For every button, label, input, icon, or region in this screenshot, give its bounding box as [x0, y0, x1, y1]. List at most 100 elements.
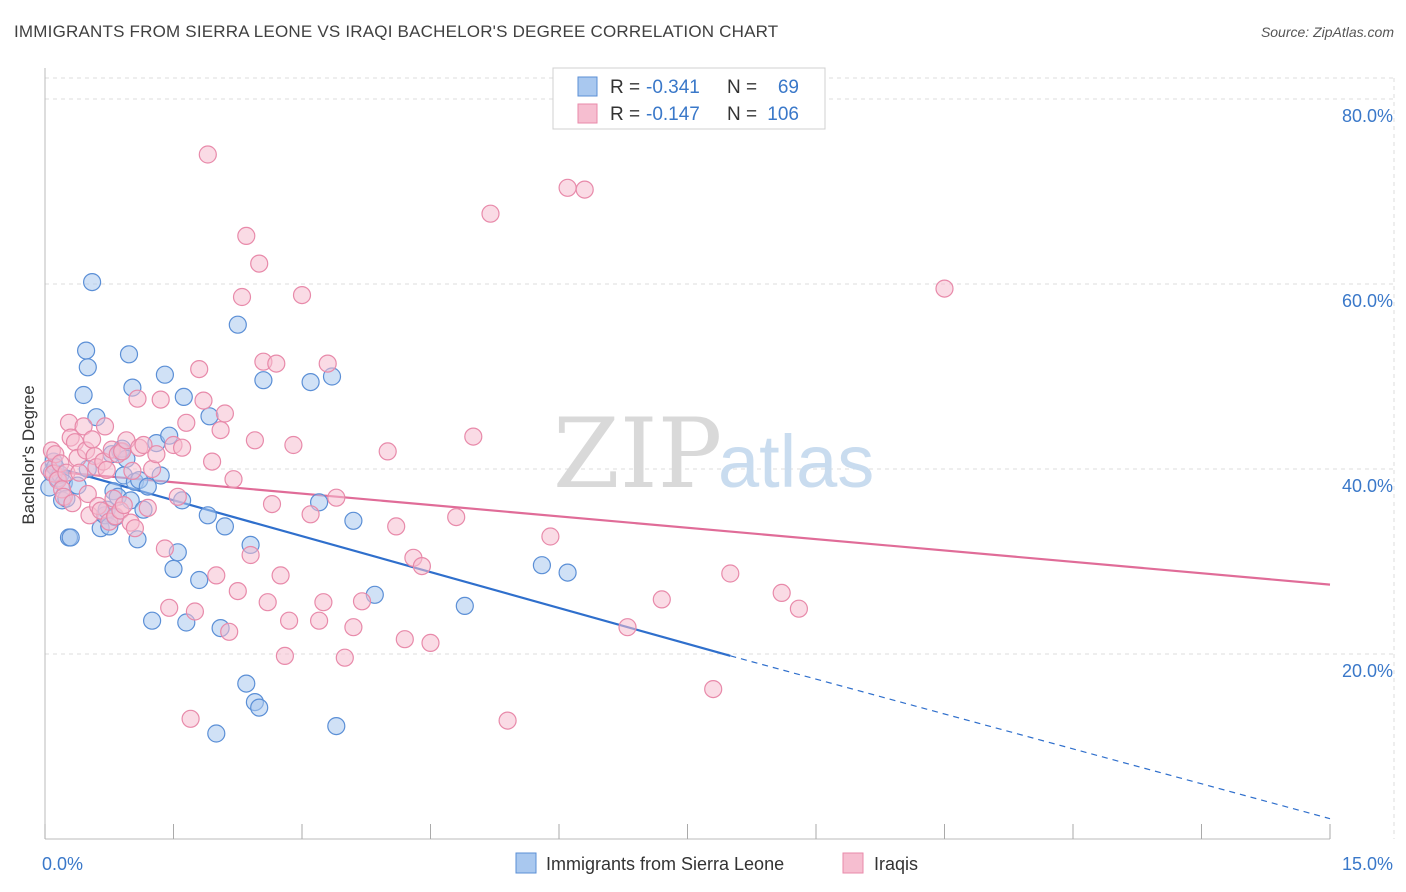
data-point: [310, 611, 329, 630]
legend-r-label: R =: [610, 104, 640, 125]
data-point: [164, 559, 183, 579]
data-point: [258, 593, 277, 612]
series-swatch-pink: [842, 852, 864, 874]
data-point: [421, 633, 440, 653]
data-point: [181, 709, 200, 728]
data-point: [335, 648, 354, 667]
data-point: [558, 563, 577, 582]
data-point: [173, 438, 192, 457]
legend-swatch-pink: [577, 103, 598, 124]
x-tick-label: 0.0%: [42, 854, 83, 874]
data-point: [70, 463, 89, 482]
data-point: [704, 679, 723, 699]
data-point: [237, 226, 256, 245]
data-point: [387, 517, 406, 536]
data-point: [772, 583, 791, 603]
y-tick-label: 80.0%: [1342, 106, 1393, 126]
legend-n-label: N =: [727, 77, 757, 98]
data-point: [134, 435, 153, 455]
data-point: [301, 373, 320, 392]
watermark: ZIP atlas: [553, 398, 874, 510]
data-point: [138, 498, 157, 517]
data-point: [558, 178, 577, 197]
data-point: [464, 427, 483, 446]
y-tick-label: 40.0%: [1342, 476, 1393, 496]
data-point: [271, 566, 290, 585]
watermark-zip: ZIP: [553, 398, 722, 510]
data-point: [935, 279, 954, 298]
watermark-atlas: atlas: [718, 420, 874, 503]
data-point: [198, 145, 217, 164]
stats-legend: R = -0.341 N = 69 R = -0.147 N = 106: [552, 67, 826, 130]
data-point: [232, 287, 252, 307]
series-legend-label: Iraqis: [874, 854, 918, 874]
data-point: [97, 460, 116, 479]
tick-label-layer: 20.0% 40.0% 60.0% 80.0% 0.0% 15.0%: [42, 106, 1393, 874]
series-legend-item-sierra-leone[interactable]: Immigrants from Sierra Leone: [515, 852, 784, 874]
data-point: [228, 581, 247, 601]
data-point: [63, 494, 82, 513]
data-point: [250, 698, 269, 717]
data-point: [125, 519, 144, 538]
data-point: [262, 495, 282, 514]
data-point: [190, 360, 209, 379]
data-point: [327, 488, 346, 507]
series-legend-item-iraqis[interactable]: Iraqis: [842, 852, 918, 874]
data-point: [78, 358, 97, 377]
data-point: [138, 477, 157, 496]
data-point: [114, 496, 133, 515]
legend-n-value: 106: [767, 104, 799, 125]
data-point: [215, 517, 234, 536]
data-point: [412, 556, 431, 576]
data-point: [237, 674, 256, 693]
data-point: [352, 592, 372, 611]
data-point: [119, 345, 139, 364]
trend-layer: [44, 463, 1331, 820]
data-point: [284, 435, 303, 455]
data-point: [301, 505, 320, 524]
data-point: [318, 354, 337, 373]
data-point: [344, 618, 363, 637]
series-swatch-blue: [515, 852, 537, 874]
stats-legend-box: [552, 67, 826, 130]
data-point: [314, 593, 333, 612]
data-point: [151, 390, 170, 409]
data-point: [652, 590, 671, 609]
data-point: [190, 570, 209, 590]
data-point: [211, 421, 230, 440]
data-point: [541, 527, 560, 546]
data-point: [267, 354, 286, 373]
data-point: [224, 470, 243, 489]
data-point: [280, 611, 299, 630]
data-point: [194, 391, 213, 410]
legend-r-label: R =: [610, 77, 640, 98]
legend-r-value: -0.147: [646, 104, 700, 125]
data-point: [447, 507, 466, 527]
chart-source: Source: ZipAtlas.com: [1260, 24, 1394, 40]
data-point: [241, 545, 260, 565]
data-point: [207, 724, 226, 743]
points-layer: [40, 145, 954, 743]
series-legend-label: Immigrants from Sierra Leone: [546, 854, 784, 874]
data-point: [245, 431, 264, 450]
data-point: [228, 315, 247, 334]
data-point: [82, 430, 102, 449]
data-point: [327, 716, 346, 736]
data-point: [498, 711, 517, 730]
trend-line-pink: [44, 469, 1331, 586]
data-point: [344, 511, 363, 530]
data-point: [532, 556, 552, 575]
data-point: [207, 566, 226, 585]
data-point: [254, 371, 273, 390]
series-legend: Immigrants from Sierra Leone Iraqis: [515, 852, 918, 874]
data-point: [76, 341, 96, 360]
data-point: [155, 539, 174, 558]
data-point: [395, 630, 414, 649]
stats-legend-row-pink: R = -0.147 N = 106: [577, 103, 799, 125]
legend-n-value: 69: [778, 77, 799, 98]
trend-extension-blue: [730, 655, 1331, 820]
data-point: [575, 180, 594, 199]
data-point: [174, 387, 193, 406]
data-point: [74, 385, 93, 405]
